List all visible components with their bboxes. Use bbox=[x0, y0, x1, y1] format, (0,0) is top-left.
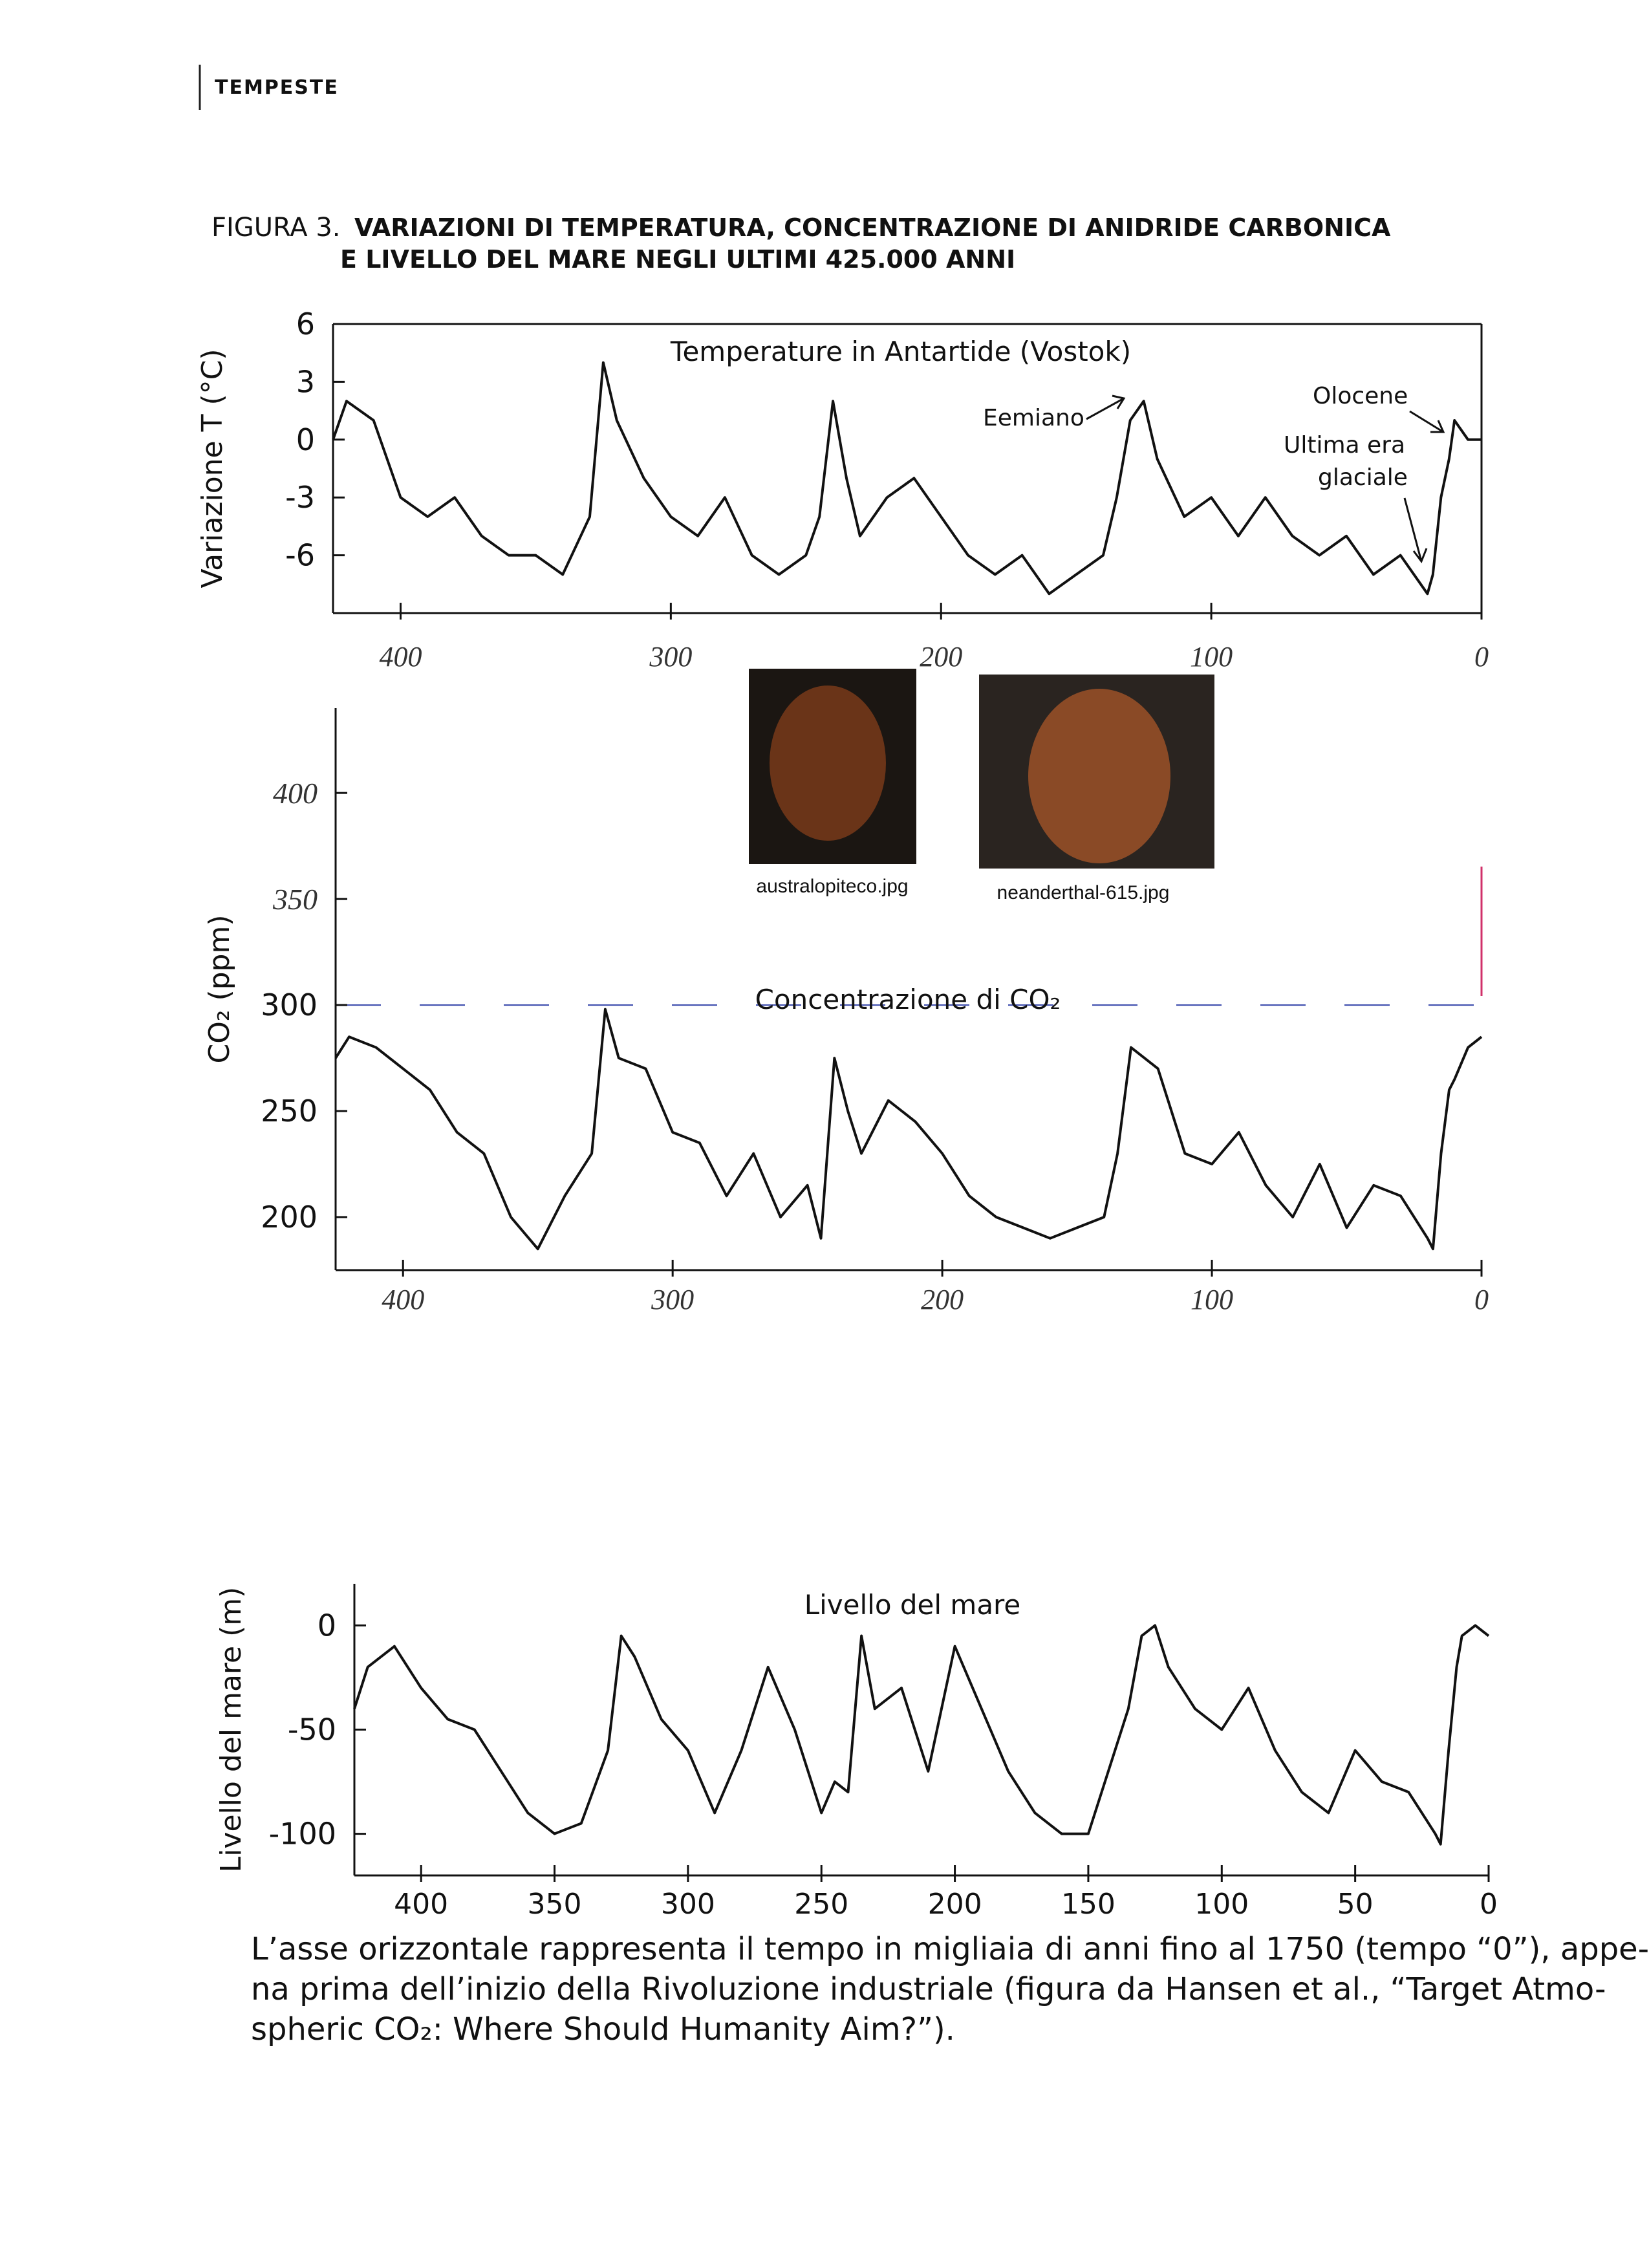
y-tick-label: 3 bbox=[296, 364, 315, 399]
x-tick-label: 200 bbox=[928, 1888, 982, 1921]
caption-line: na prima dell’inizio della Rivoluzione i… bbox=[251, 1971, 1606, 2007]
x-tick-label: 200 bbox=[921, 1284, 964, 1315]
x-tick-label: 400 bbox=[394, 1888, 448, 1921]
data-line bbox=[332, 361, 1482, 596]
x-tick-label: 200 bbox=[920, 641, 962, 673]
x-tick-label: 150 bbox=[1061, 1888, 1116, 1921]
x-tick-label: 100 bbox=[1190, 641, 1233, 673]
annotation: Eemiano bbox=[983, 405, 1084, 431]
y-tick-label: 300 bbox=[261, 988, 318, 1022]
x-tick-label: 0 bbox=[1480, 1888, 1498, 1921]
y-tick-label: -100 bbox=[269, 1817, 336, 1852]
annotation: Olocene bbox=[1313, 383, 1408, 409]
y-tick-label: -6 bbox=[285, 538, 315, 573]
data-line bbox=[353, 1624, 1490, 1846]
chart-title: Temperature in Antartide (Vostok) bbox=[670, 336, 1131, 367]
y-tick-label: -3 bbox=[285, 480, 315, 515]
y-axis-label: Livello del mare (m) bbox=[215, 1587, 248, 1873]
image-caption: australopiteco.jpg bbox=[756, 876, 908, 897]
x-tick-label: 300 bbox=[661, 1888, 715, 1921]
x-tick-label: 0 bbox=[1474, 641, 1489, 673]
annotation: glaciale bbox=[1318, 464, 1408, 491]
photo-face bbox=[770, 686, 886, 841]
y-tick-label: 350 bbox=[272, 883, 318, 916]
annotation-arrow bbox=[1403, 497, 1428, 564]
y-tick-label: 6 bbox=[296, 307, 315, 341]
image-caption: neanderthal-615.jpg bbox=[997, 882, 1170, 903]
chart-title: Livello del mare bbox=[804, 1589, 1021, 1621]
chart-title: Concentrazione di CO₂ bbox=[755, 984, 1061, 1015]
x-tick-label: 400 bbox=[379, 641, 422, 673]
x-tick-label: 250 bbox=[794, 1888, 848, 1921]
figure-label: FIGURA 3. bbox=[211, 213, 341, 243]
y-tick-label: 0 bbox=[318, 1608, 336, 1643]
photo-face bbox=[1028, 689, 1170, 863]
x-tick-label: 300 bbox=[649, 641, 692, 673]
y-tick-label: 400 bbox=[273, 777, 318, 810]
y-tick-label: 200 bbox=[261, 1200, 318, 1235]
section-header: TEMPESTE bbox=[215, 76, 339, 99]
x-tick-label: 300 bbox=[651, 1284, 694, 1315]
y-tick-label: 250 bbox=[261, 1094, 318, 1129]
y-tick-label: -50 bbox=[288, 1712, 336, 1747]
x-tick-label: 100 bbox=[1191, 1284, 1233, 1315]
x-tick-label: 350 bbox=[528, 1888, 582, 1921]
x-tick-label: 100 bbox=[1194, 1888, 1249, 1921]
annotation-arrow bbox=[1086, 394, 1126, 420]
x-tick-label: 50 bbox=[1337, 1888, 1374, 1921]
caption-line: spheric CO₂: Where Should Humanity Aim?”… bbox=[251, 2011, 955, 2047]
y-axis-label: CO₂ (ppm) bbox=[203, 914, 236, 1063]
x-tick-label: 0 bbox=[1474, 1284, 1489, 1315]
y-axis-label: Variazione T (°C) bbox=[196, 349, 229, 588]
figure-title: VARIAZIONI DI TEMPERATURA, CONCENTRAZION… bbox=[354, 213, 1391, 242]
annotation: Ultima era bbox=[1284, 432, 1405, 459]
data-line bbox=[334, 1008, 1483, 1251]
caption-line: L’asse orizzontale rappresenta il tempo … bbox=[251, 1931, 1649, 1967]
x-tick-label: 400 bbox=[382, 1284, 424, 1315]
annotation-arrow bbox=[1409, 410, 1445, 433]
figure-title: E LIVELLO DEL MARE NEGLI ULTIMI 425.000 … bbox=[340, 245, 1015, 274]
y-tick-label: 0 bbox=[296, 422, 315, 457]
